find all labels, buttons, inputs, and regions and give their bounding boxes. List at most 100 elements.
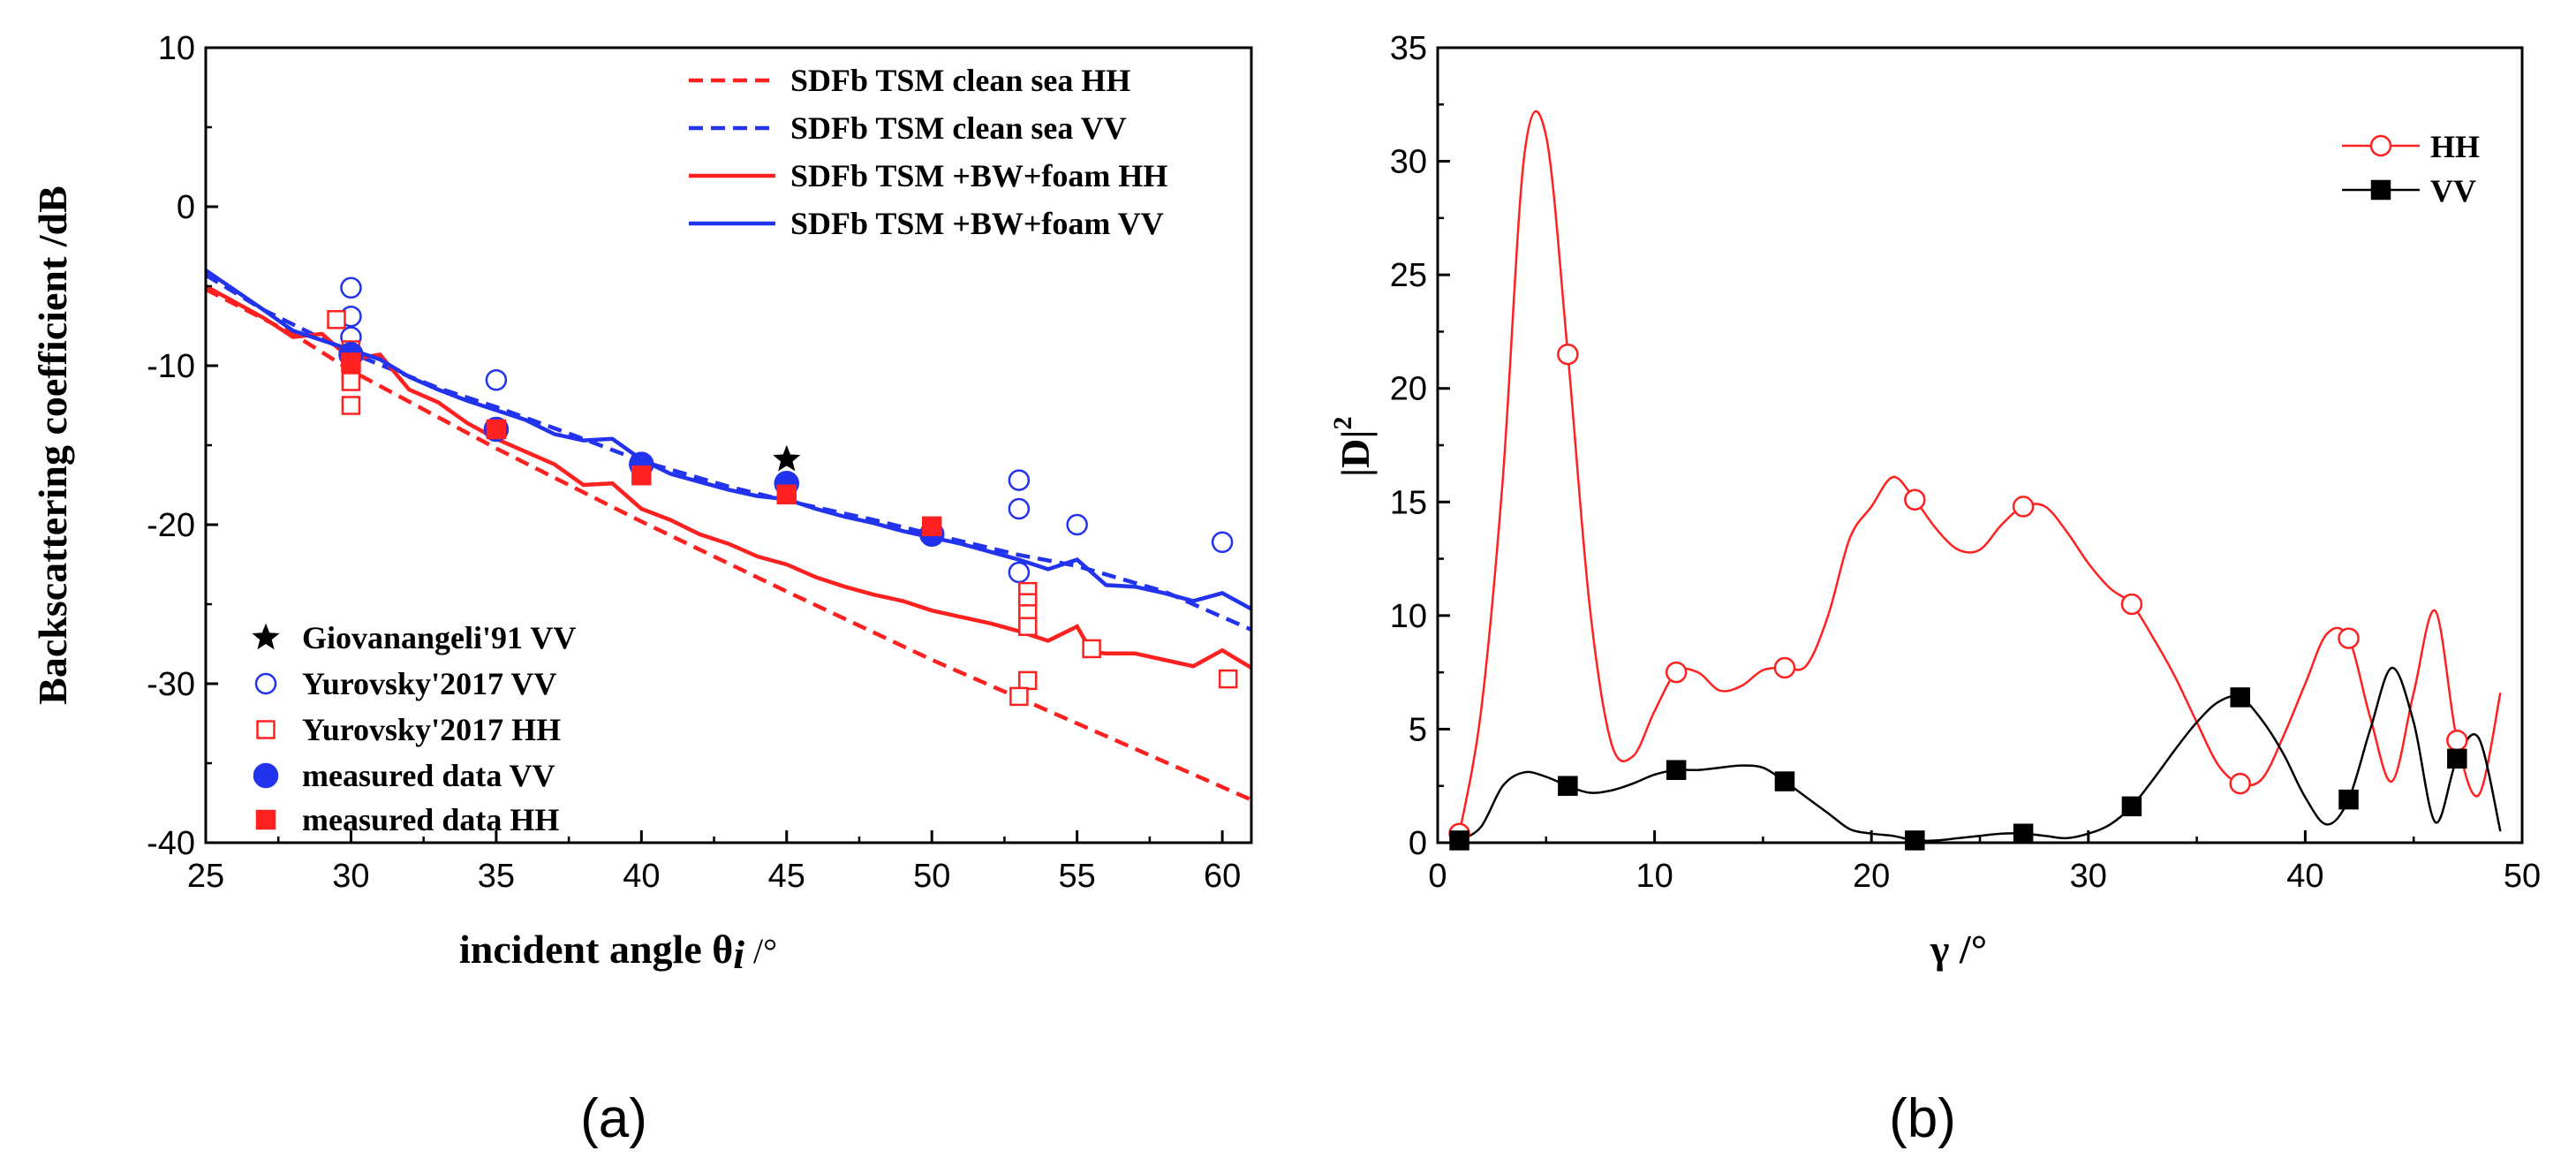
legend-swatch-marker-hh xyxy=(2369,134,2392,157)
marker-vv-32 xyxy=(2121,796,2142,817)
marker-yurovsky-2017-vv-4 xyxy=(1008,469,1031,491)
legend-label-sdfb-tsm-clean-sea-hh: SDFb TSM clean sea HH xyxy=(790,63,1130,98)
marker-yurovsky-2017-vv-8 xyxy=(1008,561,1031,584)
chart-a-legend: SDFb TSM clean sea HH SDFb TSM clean sea … xyxy=(252,63,1167,837)
marker-hh-11 xyxy=(1665,661,1688,684)
chart-a-x-axis-label-unit: /° xyxy=(744,931,777,971)
marker-measured-data-hh-0 xyxy=(341,352,361,373)
chart-a-y-tick-label-40: -40 xyxy=(147,825,195,862)
marker-hh-42 xyxy=(2338,627,2360,649)
legend-label-giovanangeli-91-vv: Giovanangeli'91 VV xyxy=(302,620,576,655)
chart-b-y-tick-label-10: 10 xyxy=(1390,598,1427,635)
chart-a-y-tick-label-10: -10 xyxy=(147,348,195,385)
marker-vv-1 xyxy=(1449,830,1469,851)
chart-b-x-tick-label-40: 40 xyxy=(2286,858,2323,895)
marker-yurovsky-2017-hh-8 xyxy=(1018,617,1038,636)
chart-b-y-tick-label-0: 0 xyxy=(1409,825,1427,862)
marker-vv-16 xyxy=(1774,771,1795,791)
marker-vv-47 xyxy=(2447,748,2467,769)
marker-yurovsky-2017-hh-0 xyxy=(327,310,346,329)
marker-hh-32 xyxy=(2120,593,2143,616)
chart-b-x-tick-label-0: 0 xyxy=(1428,858,1447,895)
chart-a-x-tick-label-40: 40 xyxy=(623,858,660,895)
legend-label-yurovsky-2017-vv: Yurovsky'2017 VV xyxy=(302,666,556,701)
chart-a-markers xyxy=(327,276,1238,707)
chart-a-x-tick-label-60: 60 xyxy=(1204,858,1241,895)
chart-a-y-tick-label-30: -30 xyxy=(147,666,195,703)
chart-b-y-axis-label-superscript: 2 xyxy=(1328,417,1357,430)
marker-measured-data-hh-4 xyxy=(921,516,942,537)
chart-b-series xyxy=(1448,110,2502,851)
series-line-hh xyxy=(1458,110,2502,834)
marker-hh-22 xyxy=(1904,488,1926,511)
legend-swatch-yurovsky-2017-hh xyxy=(256,720,276,739)
series-line-sdfb-tsm-clean-sea-hh xyxy=(206,287,1251,802)
chart-b-ticks: 0 10 20 30 40 50 0 5 10 15 20 25 30 35 xyxy=(1390,30,2541,895)
legend-swatch-marker-vv xyxy=(2370,179,2391,201)
chart-b-y-tick-label-35: 35 xyxy=(1390,30,1427,67)
marker-yurovsky-2017-vv-7 xyxy=(1211,531,1234,554)
legend-label-measured-data-hh: measured data HH xyxy=(302,802,559,837)
marker-yurovsky-2017-hh-10 xyxy=(1009,686,1029,707)
marker-hh-37 xyxy=(2229,772,2251,795)
chart-a-x-axis-label-subscript: i xyxy=(733,932,744,977)
chart-a-panel-label: (a) xyxy=(580,1088,647,1149)
marker-measured-data-hh-3 xyxy=(776,484,797,505)
legend-swatch-giovanangeli-91-vv xyxy=(252,623,280,650)
marker-vv-37 xyxy=(2230,687,2250,708)
chart-a-x-tick-label-50: 50 xyxy=(913,858,950,895)
marker-yurovsky-2017-vv-5 xyxy=(1008,497,1031,520)
marker-yurovsky-2017-vv-3 xyxy=(485,368,508,391)
chart-b-y-tick-label-25: 25 xyxy=(1390,257,1427,294)
marker-yurovsky-2017-hh-12 xyxy=(1218,669,1238,689)
marker-measured-data-hh-1 xyxy=(486,419,507,440)
legend-label-sdfb-tsm-bw-foam-hh: SDFb TSM +BW+foam HH xyxy=(790,158,1167,193)
chart-a-x-tick-label-55: 55 xyxy=(1059,858,1096,895)
legend-label-hh: HH xyxy=(2430,129,2480,164)
chart-b: 0 10 20 30 40 50 0 5 10 15 20 25 30 35 HH VV γ /° |D|2… xyxy=(1328,30,2541,1149)
marker-yurovsky-2017-hh-3 xyxy=(341,372,361,391)
chart-a-y-tick-label-10: 10 xyxy=(158,30,195,67)
marker-vv-6 xyxy=(1558,776,1578,796)
chart-a-y-tick-label-0: 0 xyxy=(177,189,195,226)
chart-a-ticks: 25 30 35 40 45 50 55 60 10 0 -10 -20 -30 -40 xyxy=(147,30,1241,895)
legend-swatch-yurovsky-2017-vv xyxy=(254,672,277,695)
series-line-sdfb-tsm-bw-foam-vv xyxy=(206,269,1251,611)
chart-a-x-tick-label-45: 45 xyxy=(768,858,805,895)
chart-b-panel-label: (b) xyxy=(1889,1088,1956,1149)
marker-yurovsky-2017-vv-0 xyxy=(340,276,362,299)
series-line-sdfb-tsm-bw-foam-hh xyxy=(206,284,1251,670)
chart-a-x-tick-label-35: 35 xyxy=(478,858,515,895)
chart-b-x-tick-label-20: 20 xyxy=(1853,858,1890,895)
marker-measured-data-hh-2 xyxy=(631,465,652,486)
chart-b-y-tick-label-15: 15 xyxy=(1390,484,1427,521)
legend-label-sdfb-tsm-bw-foam-vv: SDFb TSM +BW+foam VV xyxy=(790,206,1164,241)
legend-label-yurovsky-2017-hh: Yurovsky'2017 HH xyxy=(302,712,561,747)
marker-yurovsky-2017-vv-6 xyxy=(1066,513,1088,536)
chart-a-y-axis-label: Backscattering coefficient /dB xyxy=(30,186,75,705)
legend-label-vv: VV xyxy=(2430,173,2476,208)
marker-yurovsky-2017-hh-9 xyxy=(1018,670,1038,691)
marker-vv-42 xyxy=(2338,789,2359,810)
chart-b-plot-frame xyxy=(1436,46,2524,844)
chart-a-x-tick-label-30: 30 xyxy=(332,858,369,895)
marker-yurovsky-2017-hh-11 xyxy=(1082,639,1101,659)
chart-b-y-axis-label: |D|2 xyxy=(1328,417,1378,477)
marker-vv-22 xyxy=(1905,830,1925,851)
chart-b-x-tick-label-50: 50 xyxy=(2504,858,2541,895)
chart-b-x-tick-label-30: 30 xyxy=(2070,858,2107,895)
chart-b-y-tick-label-5: 5 xyxy=(1409,711,1427,748)
chart-b-legend: HH VV xyxy=(2342,129,2480,208)
legend-label-measured-data-vv: measured data VV xyxy=(302,758,555,793)
chart-a-y-tick-label-20: -20 xyxy=(147,507,195,544)
marker-vv-27 xyxy=(2013,823,2034,844)
chart-a-x-axis-label: incident angle θi /° xyxy=(459,927,777,977)
chart-a: 25 30 35 40 45 50 55 60 10 0 -10 -20 -30 -40 SDFb TSM… xyxy=(30,30,1253,1149)
marker-giovanangeli-91-vv-0 xyxy=(773,444,801,472)
chart-b-x-axis-label: γ /° xyxy=(1930,927,1987,972)
marker-hh-16 xyxy=(1773,656,1796,679)
chart-a-x-tick-label-25: 25 xyxy=(187,858,224,895)
marker-hh-27 xyxy=(2012,496,2035,518)
marker-yurovsky-2017-hh-4 xyxy=(341,396,361,415)
